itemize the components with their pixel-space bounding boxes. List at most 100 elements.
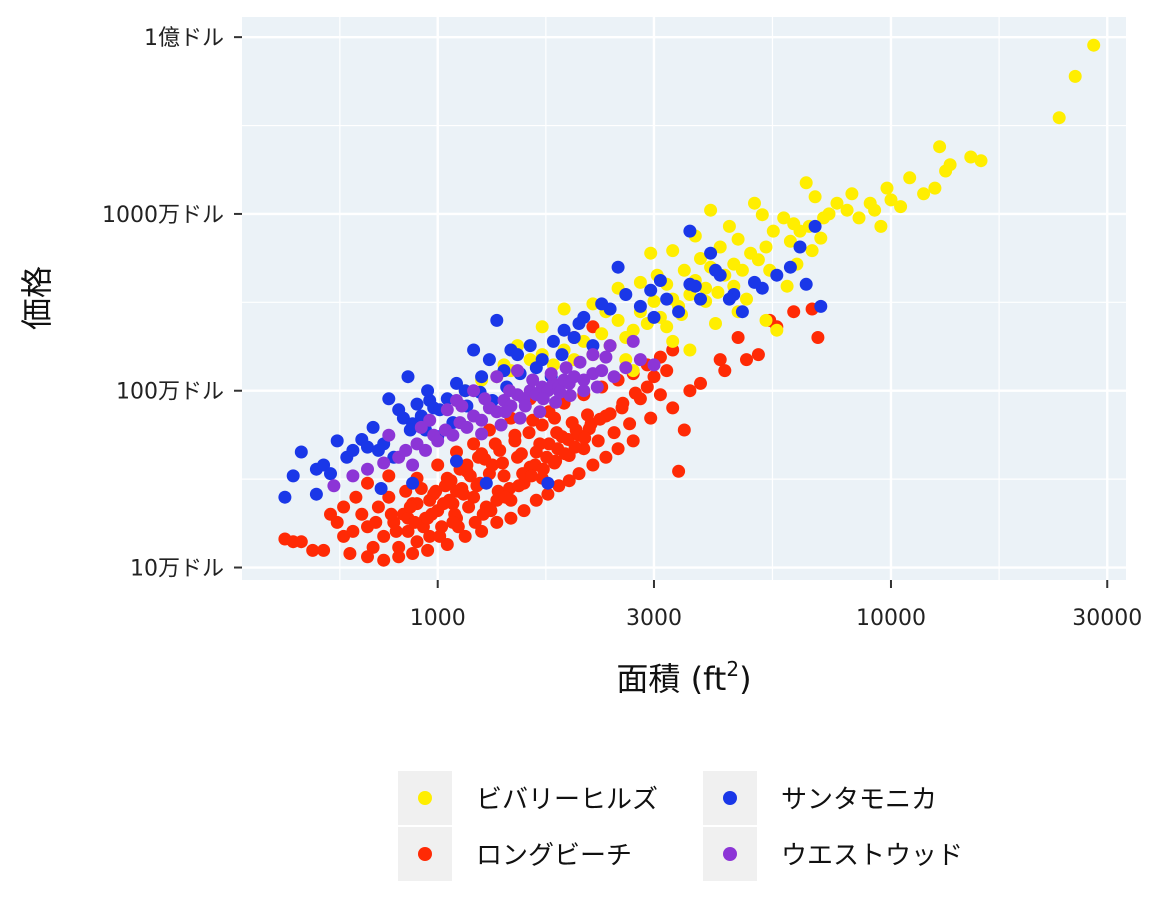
x-tick-label-3: 30000: [1072, 606, 1142, 631]
data-points: [278, 38, 1101, 567]
point-s1-153: [628, 386, 642, 400]
point-s1-73: [740, 353, 753, 367]
point-s1-124: [508, 428, 522, 442]
point-s1-3: [306, 543, 320, 557]
legend-dot-2: [723, 791, 737, 805]
series-3: [327, 334, 661, 493]
point-s1-76: [586, 320, 600, 334]
point-s2-57: [783, 260, 797, 274]
x-axis-title: 面積 (ft2): [616, 657, 751, 698]
point-s0-7: [939, 164, 953, 178]
y-tick-label-1: 100万ドル: [116, 380, 224, 405]
point-s1-74: [718, 364, 732, 378]
point-s1-99: [490, 515, 504, 529]
point-s0-15: [845, 187, 859, 201]
point-s1-65: [713, 353, 727, 367]
point-s1-178: [512, 479, 526, 493]
point-s1-102: [529, 493, 543, 507]
point-s0-65: [722, 219, 736, 233]
point-s1-108: [599, 450, 613, 464]
point-s2-89: [572, 317, 586, 330]
point-s0-4: [964, 150, 978, 164]
x-axis-title-superscript: 2: [726, 657, 739, 681]
point-s1-71: [811, 331, 825, 344]
point-s1-22: [423, 529, 437, 543]
point-s1-156: [457, 487, 470, 501]
point-s2-13: [382, 392, 396, 406]
point-s2-51: [704, 246, 718, 260]
point-s1-125: [526, 413, 540, 427]
point-s0-26: [744, 246, 758, 260]
x-tick-label-2: 10000: [856, 606, 926, 631]
point-s1-183: [568, 440, 582, 454]
point-s0-18: [808, 190, 822, 204]
point-s1-95: [421, 543, 435, 557]
point-s0-60: [759, 313, 773, 327]
point-s1-159: [496, 456, 509, 470]
point-s0-77: [535, 320, 549, 334]
point-s1-184: [578, 431, 592, 445]
x-axis: 1000 3000 10000 30000: [410, 580, 1142, 631]
point-s3-60: [544, 367, 558, 381]
point-s1-163: [565, 416, 579, 430]
point-s1-94: [406, 547, 420, 560]
point-s0-32: [699, 281, 713, 295]
legend-dot-3: [723, 847, 737, 861]
point-s2-26: [450, 376, 463, 390]
point-s1-91: [361, 550, 374, 564]
point-s3-65: [478, 392, 492, 406]
point-s2-59: [814, 299, 828, 313]
point-s1-179: [525, 469, 538, 483]
point-s1-187: [408, 515, 422, 529]
point-s0-35: [677, 263, 691, 277]
legend-dot-1: [418, 847, 432, 861]
point-s0-2: [1052, 111, 1066, 125]
point-s2-79: [529, 361, 543, 375]
point-s0-64: [644, 246, 658, 260]
point-s0-59: [770, 323, 784, 337]
point-s3-38: [633, 353, 647, 367]
point-s1-166: [429, 484, 443, 498]
point-s1-69: [787, 305, 801, 319]
point-s3-9: [419, 443, 432, 457]
point-s2-4: [324, 467, 337, 481]
point-s2-54: [735, 305, 749, 319]
x-tick-label-1: 3000: [626, 606, 682, 631]
point-s0-16: [830, 196, 844, 210]
point-s2-10: [366, 420, 380, 434]
point-s3-13: [446, 428, 460, 442]
point-s3-36: [607, 370, 621, 384]
point-s0-68: [799, 176, 813, 190]
point-s0-70: [840, 203, 854, 217]
point-s2-35: [523, 339, 537, 353]
point-s3-45: [467, 384, 481, 398]
point-s0-6: [933, 140, 947, 154]
point-s1-58: [666, 401, 680, 415]
point-s0-96: [787, 217, 801, 231]
point-s3-52: [513, 411, 527, 425]
point-s2-67: [374, 482, 388, 495]
point-s1-87: [349, 490, 363, 504]
point-s0-23: [766, 224, 780, 238]
point-s1-15: [392, 540, 406, 554]
point-s3-37: [619, 361, 633, 375]
point-s0-30: [713, 240, 727, 254]
point-s0-99: [660, 320, 674, 334]
point-s3-41: [603, 339, 617, 353]
point-s0-66: [704, 203, 718, 217]
point-s1-4: [317, 543, 331, 557]
point-s1-17: [401, 524, 415, 538]
point-s3-55: [563, 389, 577, 402]
point-s3-35: [595, 364, 609, 378]
point-s0-72: [666, 334, 680, 348]
point-s1-7: [346, 524, 360, 538]
point-s0-3: [974, 154, 988, 168]
point-s0-80: [740, 292, 753, 306]
point-s0-93: [863, 196, 877, 210]
point-s0-24: [759, 240, 773, 254]
point-s2-28: [467, 343, 481, 357]
point-s3-15: [460, 420, 474, 434]
point-s2-39: [567, 331, 581, 344]
point-s0-82: [780, 279, 794, 293]
